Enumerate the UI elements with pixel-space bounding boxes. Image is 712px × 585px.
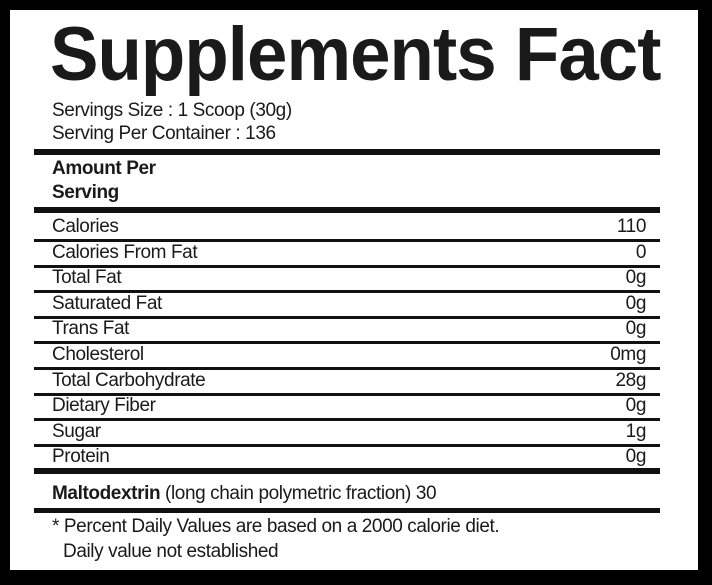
nutrient-name: Protein: [52, 446, 110, 468]
divider-thick: [34, 149, 660, 155]
nutrient-value: 0mg: [610, 344, 646, 365]
serving-size: Servings Size : 1 Scoop (30g): [52, 100, 292, 121]
row-divider: [34, 443, 660, 447]
nutrient-value: 0g: [625, 395, 647, 417]
nutrient-row: Cholesterol 0mg: [52, 343, 646, 367]
footnote-line1: * Percent Daily Values are based on a 20…: [52, 516, 500, 537]
nutrient-value: 0g: [625, 267, 647, 289]
amount-header-line1: Amount Per: [52, 158, 156, 179]
nutrient-value: 0g: [625, 446, 647, 468]
nutrient-row: Total Carbohydrate 28g: [52, 369, 646, 393]
label-panel: [10, 10, 698, 570]
nutrient-row: Total Fat 0g: [52, 266, 646, 290]
divider-thick: [34, 468, 660, 474]
ingredient-name: Maltodextrin: [52, 483, 161, 504]
row-divider: [34, 418, 660, 422]
nutrient-row: Protein 0g: [52, 445, 646, 469]
nutrient-name: Calories: [52, 216, 119, 237]
nutrient-row: Saturated Fat 0g: [52, 292, 646, 316]
servings-per-container: Serving Per Container : 136: [52, 123, 276, 144]
nutrient-row: Calories 110: [52, 215, 646, 239]
row-divider: [34, 367, 660, 370]
nutrient-value: 0: [635, 241, 647, 263]
nutrient-value: 0g: [625, 318, 647, 340]
nutrient-value: 28g: [615, 369, 646, 391]
nutrient-row: Trans Fat 0g: [52, 317, 646, 341]
divider-thick: [34, 207, 660, 213]
nutrient-name: Total Fat: [52, 267, 122, 289]
row-divider: [34, 290, 660, 294]
label-title: Supplements Fact: [50, 12, 661, 97]
row-divider: [34, 341, 660, 345]
nutrient-row: Dietary Fiber 0g: [52, 394, 646, 418]
nutrient-value: 0g: [625, 292, 647, 314]
ingredient-line: Maltodextrin (long chain polymetric frac…: [52, 483, 437, 505]
nutrient-value: 110: [616, 216, 646, 237]
nutrient-row: Calories From Fat 0: [52, 241, 646, 265]
nutrient-name: Calories From Fat: [52, 241, 198, 263]
nutrient-name: Trans Fat: [52, 318, 129, 340]
row-divider: [34, 239, 660, 242]
nutrient-name: Total Carbohydrate: [52, 369, 206, 391]
amount-header-line2: Serving: [52, 182, 119, 203]
nutrient-name: Cholesterol: [52, 344, 144, 365]
ingredient-detail: (long chain polymetric fraction) 30: [160, 483, 437, 504]
row-divider: [34, 315, 660, 319]
divider-thick: [34, 508, 660, 513]
nutrient-value: 1g: [625, 420, 647, 442]
nutrient-row: Sugar 1g: [52, 420, 646, 444]
nutrient-name: Sugar: [52, 420, 101, 442]
footnote-line2: Daily value not established: [63, 541, 279, 562]
row-divider: [34, 392, 660, 396]
nutrient-name: Dietary Fiber: [52, 395, 156, 417]
nutrient-name: Saturated Fat: [52, 292, 162, 314]
row-divider: [34, 264, 660, 268]
